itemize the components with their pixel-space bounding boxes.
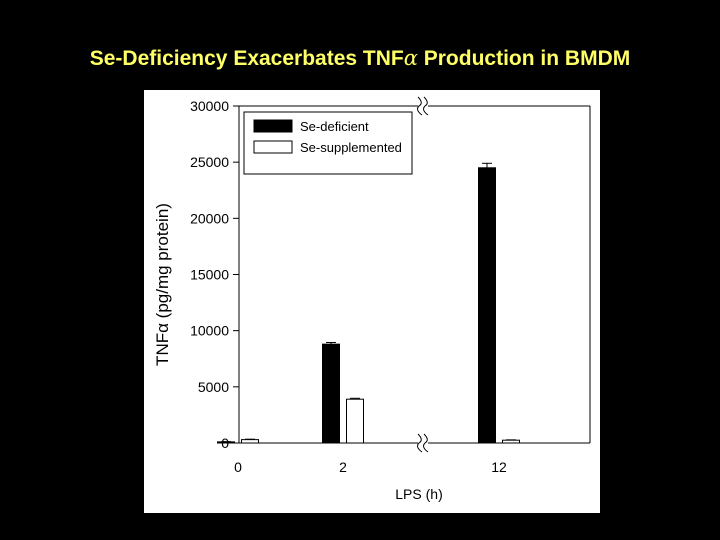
y-tick-label: 15000 [190,267,229,283]
y-tick-label: 5000 [198,379,229,395]
y-axis-title: TNFα (pg/mg protein) [153,203,172,366]
legend-label-se-supplemented: Se-supplemented [300,140,402,155]
axis-break-mask [418,97,428,115]
bar-se-deficient-12 [478,167,496,444]
y-tick-label: 20000 [190,210,229,226]
bar-se-deficient-2 [322,343,340,444]
x-tick-label-2: 2 [339,459,347,475]
legend-swatch-se-supplemented [253,140,293,154]
bar-chart: 0 5000 10000 15000 20000 25000 30000 0 2 12 TNFα (… [153,96,591,502]
bar-se-supplemented-2 [346,398,364,444]
y-tick-label: 0 [221,435,229,451]
title-greek-alpha: α [403,46,418,70]
bar-se-supplemented-0 [241,439,259,444]
y-tick-label: 10000 [190,323,229,339]
chart-panel: 0 5000 10000 15000 20000 25000 30000 0 2 12 TNFα (… [144,90,600,513]
bar-se-supplemented-12 [502,439,520,444]
legend-swatch-se-deficient [253,119,293,133]
x-tick-label-0: 0 [234,459,242,475]
legend-label-se-deficient: Se-deficient [300,119,369,134]
x-axis-title: LPS (h) [395,486,442,502]
axis-break-top [423,96,429,116]
axis-break-top [417,96,423,116]
title-prefix: Se-Deficiency Exacerbates TNF [89,47,404,70]
slide-title: Se-Deficiency Exacerbates TNFα Productio… [0,46,720,71]
axis-break-mask [418,434,428,452]
axis-break-bottom [423,433,429,453]
y-tick-label: 30000 [190,98,229,114]
x-tick-label-12: 12 [491,459,507,475]
title-suffix: Production in BMDM [417,47,631,70]
y-tick-label: 25000 [190,154,229,170]
axis-break-bottom [417,433,423,453]
